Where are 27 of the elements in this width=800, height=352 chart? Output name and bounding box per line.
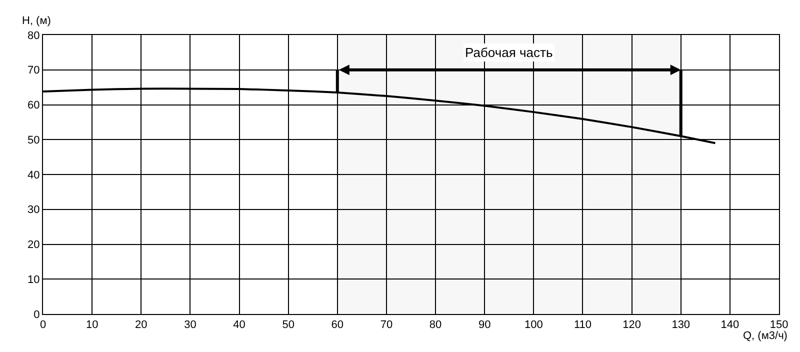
x-tick-label: 90 (478, 319, 491, 332)
x-tick-label: 120 (622, 319, 641, 332)
x-tick-label: 100 (524, 319, 543, 332)
x-tick-label: 20 (135, 319, 148, 332)
y-tick-label: 80 (28, 30, 40, 42)
x-tick-label: 50 (282, 319, 294, 332)
x-tick-label: 70 (380, 319, 393, 332)
x-tick-label: 60 (331, 319, 344, 332)
y-tick-label: 70 (28, 64, 40, 77)
y-tick-label: 50 (28, 134, 40, 146)
x-tick-label: 10 (86, 319, 98, 332)
y-tick-label: 0 (34, 308, 40, 321)
x-axis-title: Q, (м3/ч) (743, 330, 788, 342)
x-tick-label: 130 (672, 319, 690, 332)
y-tick-label: 20 (28, 239, 40, 252)
y-tick-label: 40 (28, 169, 40, 182)
x-tick-label: 80 (429, 319, 442, 332)
y-tick-label: 30 (28, 204, 40, 216)
x-tick-label: 150 (770, 319, 788, 332)
x-tick-label: 140 (720, 319, 740, 332)
x-tick-label: 40 (233, 319, 246, 332)
y-tick-label: 60 (28, 100, 40, 112)
x-tick-label: 110 (574, 319, 592, 332)
y-tick-label: 10 (28, 274, 40, 286)
band-label: Рабочая часть (465, 45, 553, 60)
y-axis-title: H, (м) (22, 15, 51, 27)
x-tick-label: 30 (184, 319, 196, 332)
